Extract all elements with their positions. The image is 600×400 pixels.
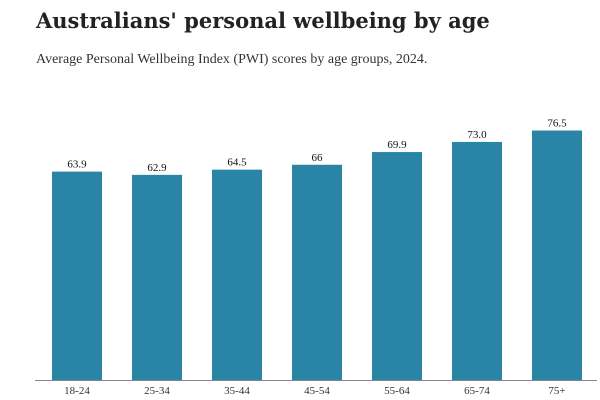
bar-75+ xyxy=(532,130,582,380)
bar-65-74 xyxy=(452,141,502,380)
x-tick-label: 45-54 xyxy=(304,385,330,397)
x-tick-label: 25-34 xyxy=(144,385,170,397)
bar-45-54 xyxy=(292,164,342,380)
bar-25-34 xyxy=(132,174,182,380)
x-tick-label: 55-64 xyxy=(384,385,410,397)
x-tick-label: 75+ xyxy=(548,385,565,397)
bar-value-label: 66 xyxy=(312,152,324,164)
bars-group xyxy=(52,130,582,380)
bar-value-label: 63.9 xyxy=(67,159,87,171)
x-tick-label: 65-74 xyxy=(464,385,490,397)
x-tick-label: 35-44 xyxy=(224,385,250,397)
x-tick-label: 18-24 xyxy=(64,385,90,397)
chart-subtitle: Average Personal Wellbeing Index (PWI) s… xyxy=(36,52,428,67)
bar-18-24 xyxy=(52,171,102,380)
bar-value-label: 62.9 xyxy=(147,162,167,174)
chart-title: Australians' personal wellbeing by age xyxy=(36,8,490,33)
bar-55-64 xyxy=(372,152,422,380)
x-tick-labels-group: 18-24 25-34 35-44 45-54 55-64 65-74 75+ xyxy=(64,385,565,397)
bar-35-44 xyxy=(212,169,262,380)
bar-value-label: 69.9 xyxy=(387,139,407,151)
bar-value-label: 76.5 xyxy=(547,118,567,130)
bar-labels-group: 63.9 62.9 64.5 66 69.9 73.0 76.5 xyxy=(67,118,567,174)
bar-value-label: 73.0 xyxy=(467,129,487,141)
bar-value-label: 64.5 xyxy=(227,157,247,169)
